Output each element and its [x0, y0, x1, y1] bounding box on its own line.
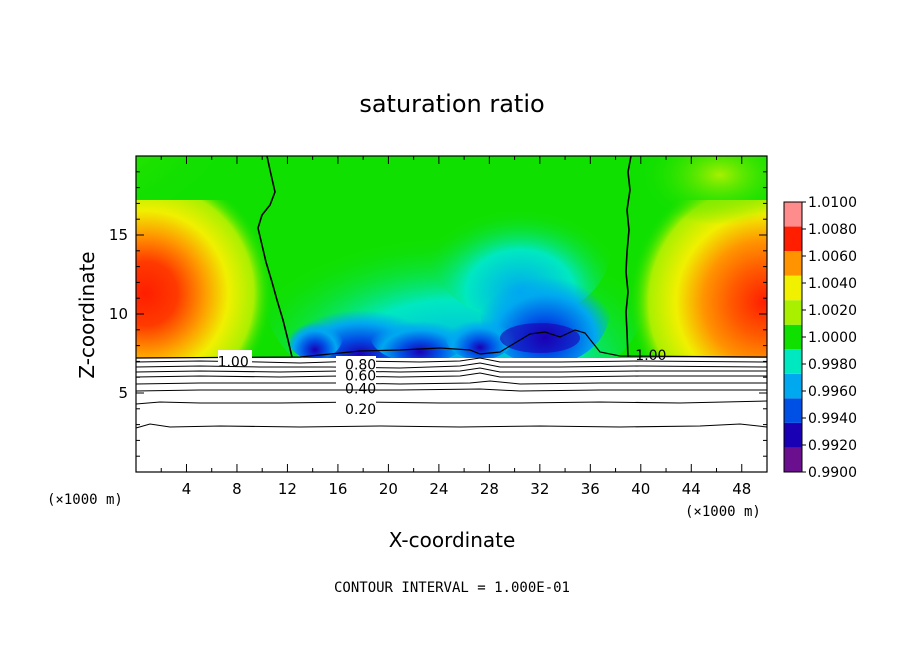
colorbar-segment: [784, 373, 802, 399]
contour-region: [135, 329, 768, 472]
y-axis-title: Z-coordinate: [75, 251, 99, 378]
chart-title: saturation ratio: [359, 90, 544, 118]
colorbar-label: 1.0040: [808, 276, 857, 292]
contour-label: 0.20: [345, 402, 376, 418]
colorbar-segment: [784, 226, 802, 252]
plot-field: [136, 156, 767, 358]
y-tick-label: 5: [118, 384, 128, 402]
colorbar-segment: [784, 300, 802, 325]
colorbar: 1.0100 1.0080 1.0060 1.0040 1.0020 1.0000 0.99…: [783, 195, 857, 481]
x-tick-label: 32: [530, 480, 549, 498]
x-tick-label: 24: [429, 480, 448, 498]
y-tick-label: 15: [109, 226, 128, 244]
contour-label: 0.80: [345, 358, 376, 374]
contour-label: 0.60: [345, 369, 376, 385]
y-tick-label: 10: [109, 305, 128, 323]
colorbar-label: 0.9960: [808, 384, 857, 400]
x-axis-title: X-coordinate: [389, 528, 516, 552]
colorbar-label: 1.0100: [808, 195, 857, 211]
contour-line-left: [257, 155, 293, 358]
colorbar-segment: [784, 447, 802, 472]
y-axis-ticks: 5 10 15: [109, 171, 767, 457]
x-tick-label: 48: [732, 480, 751, 498]
colorbar-label: 0.9980: [808, 357, 857, 373]
contour-label: 1.00: [635, 348, 666, 364]
colorbar-label: 0.9940: [808, 411, 857, 427]
x-tick-label: 40: [631, 480, 650, 498]
contour-labels: 1.00 1.00 0.800.600.40 0.20: [218, 348, 667, 418]
colorbar-segment: [784, 349, 802, 374]
x-tick-label: 4: [182, 480, 192, 498]
contour-label: 0.40: [345, 381, 376, 397]
colorbar-segment: [784, 251, 802, 276]
colorbar-segment: [784, 324, 802, 350]
contour-interval-note: CONTOUR INTERVAL = 1.000E-01: [334, 580, 570, 596]
contour-line-right: [625, 155, 632, 358]
x-tick-label: 36: [581, 480, 600, 498]
colorbar-label: 1.0000: [808, 330, 857, 346]
colorbar-label: 0.9920: [808, 438, 857, 454]
colorbar-segment: [784, 422, 802, 448]
x-tick-label: 20: [379, 480, 398, 498]
x-tick-label: 28: [480, 480, 499, 498]
x-tick-label: 44: [682, 480, 701, 498]
colorbar-segment: [784, 202, 802, 227]
x-unit-label-left: (×1000 m): [47, 492, 123, 508]
x-tick-label: 16: [328, 480, 347, 498]
colorbar-label: 1.0060: [808, 249, 857, 265]
colorbar-label: 0.9900: [808, 465, 857, 481]
x-unit-label-right: (×1000 m): [685, 504, 761, 520]
colorbar-label: 1.0080: [808, 222, 857, 238]
colorbar-segment: [784, 275, 802, 301]
colorbar-label: 1.0020: [808, 303, 857, 319]
x-tick-label: 8: [232, 480, 242, 498]
contour-label: 1.00: [218, 354, 249, 370]
x-tick-label: 12: [278, 480, 297, 498]
x-axis-ticks: 4 8 12 16 20 24 28 32 36 40 44 48: [160, 156, 751, 498]
colorbar-segment: [784, 398, 802, 423]
